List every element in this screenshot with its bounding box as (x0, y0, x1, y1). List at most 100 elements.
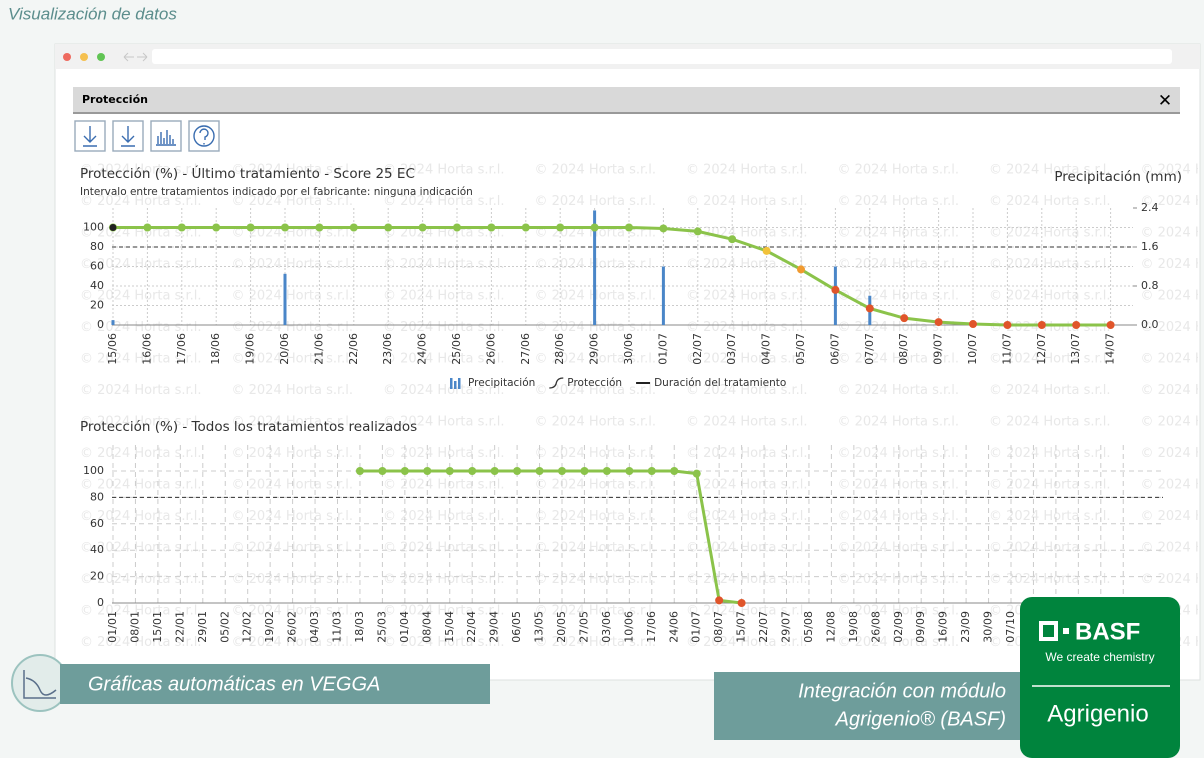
watermark: © 2024 Horta s.r.l. (535, 383, 657, 398)
x-tick-label: 15/07 (735, 611, 748, 643)
close-button[interactable]: ✕ (1158, 91, 1172, 111)
protection-point (831, 285, 840, 294)
product-name: Agrigenio (1047, 700, 1148, 727)
x-tick-label: 19/06 (244, 333, 257, 365)
watermark: © 2024 Horta s.r.l. (686, 320, 808, 335)
x-tick-label: 06/07 (828, 333, 841, 365)
watermark: © 2024 Horta s.r.l. (80, 194, 202, 209)
watermark: © 2024 Horta s.r.l. (838, 383, 960, 398)
watermark: © 2024 Horta s.r.l. (989, 289, 1111, 304)
protection-point (670, 467, 679, 475)
watermark: © 2024 Horta s.r.l. (838, 635, 960, 650)
y2-axis-label: Precipitación (mm) (1054, 169, 1182, 185)
watermark: © 2024 Horta s.r.l. (383, 289, 505, 304)
watermark: © 2024 Horta s.r.l. (838, 572, 960, 587)
watermark: © 2024 Horta s.r.l. (383, 509, 505, 524)
protection-point (378, 467, 387, 475)
watermark: © 2024 Horta s.r.l. (80, 383, 202, 398)
watermark: © 2024 Horta s.r.l. (80, 289, 202, 304)
x-tick-label: 29/07 (780, 611, 793, 643)
watermark: © 2024 Horta s.r.l. (686, 415, 808, 430)
maximize-dot[interactable] (97, 53, 105, 61)
close-dot[interactable] (63, 53, 71, 61)
y-tick-label: 0 (97, 596, 104, 609)
minimize-dot[interactable] (80, 53, 88, 61)
watermark: © 2024 Horta s.r.l. (686, 383, 808, 398)
protection-point (590, 223, 599, 232)
watermark: © 2024 Horta s.r.l. (383, 226, 505, 241)
x-tick-label: 04/03 (308, 611, 321, 643)
protection-point (762, 246, 771, 255)
x-tick-label: 15/04 (443, 611, 456, 643)
watermark: © 2024 Horta s.r.l. (232, 415, 354, 430)
legend-icon (549, 377, 564, 389)
watermark: © 2024 Horta s.r.l. (838, 289, 960, 304)
protection-point (715, 596, 724, 605)
x-tick-label: 29/06 (588, 333, 601, 365)
address-bar[interactable] (152, 49, 1172, 64)
watermark: © 2024 Horta s.r.l. (535, 635, 657, 650)
y2-tick-label: 2.4 (1141, 201, 1159, 214)
icon (193, 125, 215, 147)
nav-arrows[interactable] (123, 52, 148, 62)
watermark: © 2024 Horta s.r.l. (989, 478, 1111, 493)
x-tick-label: 03/07 (725, 333, 738, 365)
protection-point (692, 469, 701, 478)
legend-label: Duración del tratamiento (654, 377, 786, 389)
precipitation-bar (593, 210, 597, 325)
x-tick-label: 06/05 (510, 611, 523, 643)
chart-title: Protección (%) - Todos los tratamientos … (80, 419, 417, 435)
watermark: © 2024 Horta s.r.l. (686, 635, 808, 650)
x-tick-label: 18/06 (209, 333, 222, 365)
y-tick-label: 40 (90, 279, 104, 292)
watermark: © 2024 Horta s.r.l. (232, 572, 354, 587)
x-tick-label: 11/03 (331, 611, 344, 643)
watermark: © 2024 Horta s.r.l. (383, 257, 505, 272)
x-tick-label: 29/04 (488, 611, 501, 643)
watermark: © 2024 Horta s.r.l. (1141, 257, 1204, 272)
watermark: © 2024 Horta s.r.l. (232, 604, 354, 619)
watermark: © 2024 Horta s.r.l. (80, 635, 202, 650)
watermark: © 2024 Horta s.r.l. (838, 194, 960, 209)
protection-point (400, 467, 409, 475)
x-tick-label: 04/07 (760, 333, 773, 365)
x-tick-label: 26/06 (484, 333, 497, 365)
protection-point (737, 599, 746, 607)
watermark: © 2024 Horta s.r.l. (1141, 320, 1204, 335)
protection-point (513, 467, 522, 475)
y-tick-label: 20 (90, 570, 104, 583)
protection-point (797, 265, 805, 274)
x-tick-label: 13/07 (1069, 333, 1082, 365)
legend-label: Precipitación (468, 377, 535, 389)
chart-button[interactable] (150, 120, 182, 152)
protection-point (418, 223, 427, 232)
protection-point (556, 223, 565, 232)
watermark: © 2024 Horta s.r.l. (383, 383, 505, 398)
y-tick-label: 60 (90, 517, 104, 530)
page-title: Visualización de datos (8, 4, 177, 23)
watermark: © 2024 Horta s.r.l. (1141, 194, 1204, 209)
watermark: © 2024 Horta s.r.l. (686, 163, 808, 178)
watermark: © 2024 Horta s.r.l. (80, 604, 202, 619)
x-tick-label: 12/02 (241, 611, 254, 643)
x-tick-label: 23/09 (959, 611, 972, 643)
x-tick-label: 27/05 (577, 611, 590, 643)
icon (121, 126, 135, 147)
watermark: © 2024 Horta s.r.l. (232, 635, 354, 650)
x-tick-label: 20/05 (555, 611, 568, 643)
protection-point (521, 223, 530, 232)
watermark: © 2024 Horta s.r.l. (383, 478, 505, 493)
x-tick-label: 19/08 (847, 611, 860, 643)
watermark: © 2024 Horta s.r.l. (989, 352, 1111, 367)
watermark: © 2024 Horta s.r.l. (838, 257, 960, 272)
x-tick-label: 22/07 (757, 611, 770, 643)
watermark: © 2024 Horta s.r.l. (535, 320, 657, 335)
watermark: © 2024 Horta s.r.l. (535, 478, 657, 493)
x-tick-label: 29/01 (196, 611, 209, 643)
vegga-icon-chart (23, 670, 57, 699)
watermark: © 2024 Horta s.r.l. (686, 604, 808, 619)
watermark: © 2024 Horta s.r.l. (686, 289, 808, 304)
watermark: © 2024 Horta s.r.l. (1141, 289, 1204, 304)
watermark: © 2024 Horta s.r.l. (232, 320, 354, 335)
watermark: © 2024 Horta s.r.l. (80, 541, 202, 556)
